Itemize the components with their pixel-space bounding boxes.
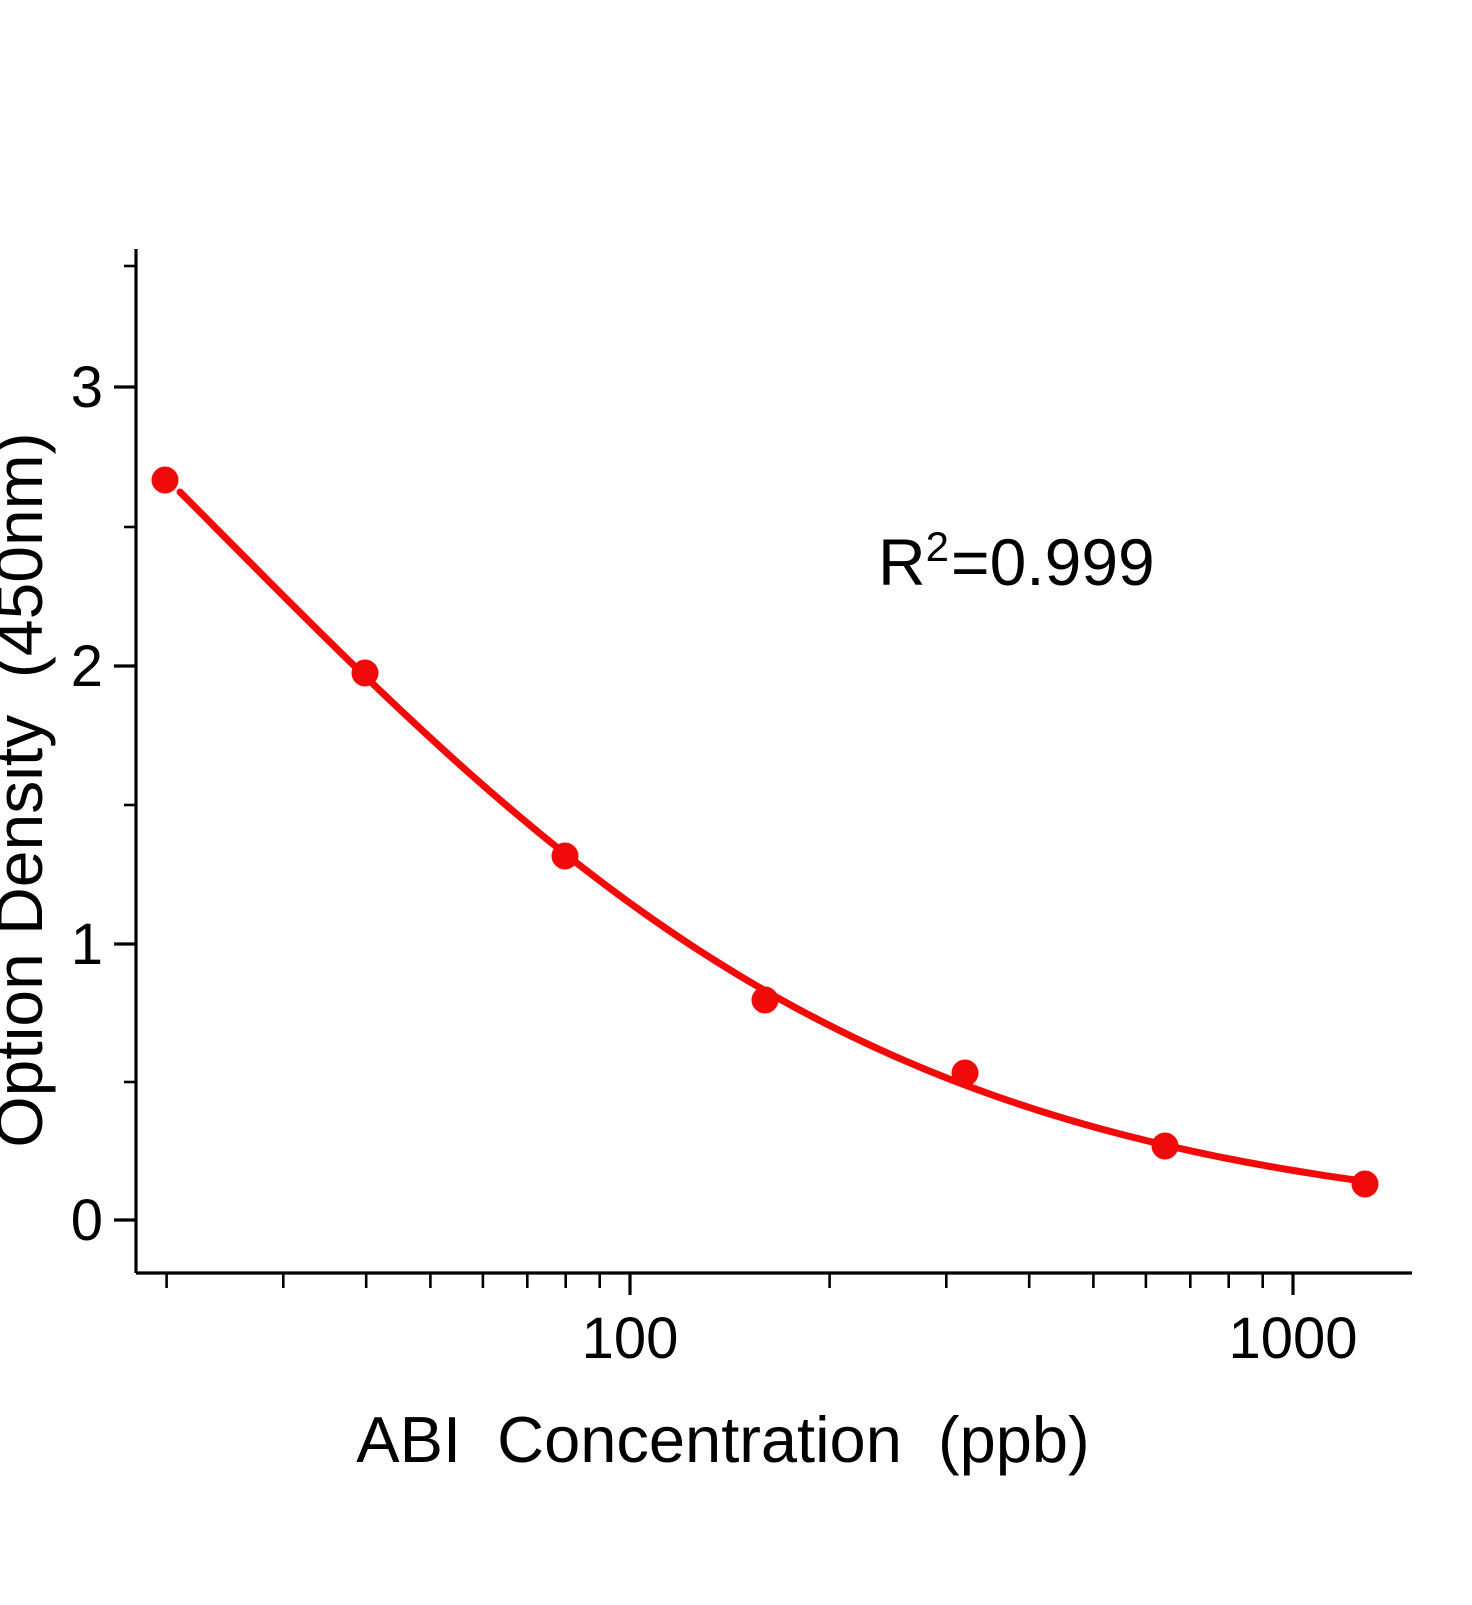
- svg-text:1: 1: [71, 912, 103, 977]
- svg-text:ABI Concentration (ppb): ABI Concentration (ppb): [356, 1403, 1089, 1476]
- svg-text:R2=0.999: R2=0.999: [878, 523, 1155, 599]
- svg-text:100: 100: [582, 1306, 679, 1371]
- svg-text:1000: 1000: [1228, 1306, 1357, 1371]
- svg-text:Option Density (450nm): Option Density (450nm): [0, 432, 56, 1147]
- svg-text:2: 2: [71, 634, 103, 699]
- svg-text:0: 0: [71, 1188, 103, 1253]
- svg-text:3: 3: [71, 355, 103, 420]
